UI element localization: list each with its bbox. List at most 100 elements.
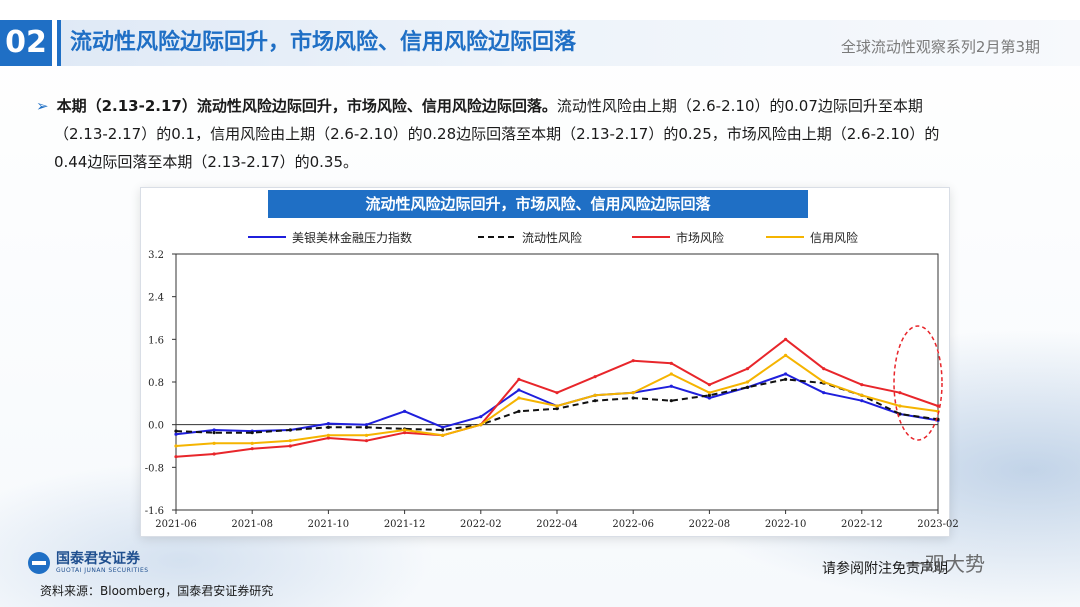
disclaimer: 请参阅附注免责声明 <box>822 561 948 577</box>
data-point <box>593 393 597 397</box>
data-point <box>707 383 712 387</box>
data-point <box>326 422 330 426</box>
x-tick-label: 2022-12 <box>841 519 883 530</box>
data-point <box>593 375 597 379</box>
data-point <box>631 391 635 395</box>
summary-paragraph: ➢ 本期（2.13-2.17）流动性风险边际回升，市场风险、信用风险边际回落。流动… <box>36 92 1036 176</box>
bullet-arrow-icon: ➢ <box>36 97 49 115</box>
data-point <box>898 404 902 408</box>
x-tick-label: 2021-06 <box>155 519 197 530</box>
data-point <box>822 391 826 395</box>
legend-label: 流动性风险 <box>522 230 582 245</box>
title-bar <box>57 20 1080 66</box>
data-point <box>555 391 559 395</box>
page-title: 流动性风险边际回升，市场风险、信用风险边际回落 <box>70 30 577 55</box>
data-point <box>250 447 254 451</box>
summary-rest: 流动性风险由上期（2.6-2.10）的0.07边际回升至本期 <box>556 97 923 115</box>
data-point <box>822 367 826 371</box>
data-point <box>288 444 292 448</box>
data-point <box>860 383 864 387</box>
data-point <box>479 423 483 427</box>
data-point <box>441 428 445 432</box>
data-point <box>212 452 216 456</box>
data-point <box>898 412 902 416</box>
data-point <box>555 404 559 408</box>
y-tick-label: -1.6 <box>145 506 164 517</box>
data-point <box>364 433 369 437</box>
data-point <box>707 393 712 397</box>
logo-name-en: GUOTAI JUNAN SECURITIES <box>56 567 149 574</box>
watermark: 一观大势 <box>905 552 985 576</box>
data-point <box>441 433 445 437</box>
data-point <box>784 353 788 357</box>
logo-name: 国泰君安证券 <box>56 551 140 567</box>
data-point <box>745 385 750 389</box>
company-logo: 国泰君安证券 GUOTAI JUNAN SECURITIES <box>28 552 149 574</box>
data-point <box>631 359 635 363</box>
source-note: 资料来源：Bloomberg，国泰君安证券研究 <box>40 584 274 598</box>
highlight-ellipse <box>893 325 943 441</box>
data-point <box>745 367 750 371</box>
data-point <box>860 399 864 403</box>
data-point <box>174 432 178 436</box>
x-tick-label: 2022-02 <box>460 519 502 530</box>
data-point <box>364 425 369 429</box>
summary-line-2: （2.13-2.17）的0.1，信用风险由上期（2.6-2.10）的0.28边际… <box>54 125 940 143</box>
y-tick-label: -0.8 <box>145 463 164 474</box>
data-point <box>479 415 483 419</box>
data-point <box>212 428 216 432</box>
data-point <box>364 439 369 443</box>
data-point <box>707 396 712 400</box>
data-point <box>669 361 673 365</box>
data-point <box>288 439 292 443</box>
x-tick-label: 2022-10 <box>765 519 807 530</box>
data-point <box>517 396 521 400</box>
legend-label: 信用风险 <box>810 230 858 245</box>
data-point <box>593 399 597 403</box>
data-point <box>250 441 254 445</box>
data-point <box>669 399 673 403</box>
data-point <box>517 388 521 392</box>
series-label: 全球流动性观察系列2月第3期 <box>840 38 1040 56</box>
data-point <box>784 377 788 381</box>
x-tick-label: 2021-12 <box>384 519 426 530</box>
x-tick-label: 2022-06 <box>612 519 654 530</box>
y-tick-label: 0.8 <box>148 378 164 389</box>
data-point <box>326 433 330 437</box>
data-point <box>250 431 254 435</box>
data-point <box>745 380 750 384</box>
section-number: 02 <box>0 20 52 66</box>
data-point <box>707 391 712 395</box>
x-tick-label: 2022-04 <box>536 519 578 530</box>
data-point <box>174 429 178 433</box>
y-tick-label: 3.2 <box>148 250 164 261</box>
x-tick-label: 2021-08 <box>231 519 273 530</box>
logo-icon <box>28 552 50 574</box>
x-tick-label: 2023-02 <box>917 519 959 530</box>
data-point <box>174 455 178 459</box>
y-tick-label: 0.0 <box>148 421 164 432</box>
data-point <box>822 380 826 384</box>
data-point <box>631 396 635 400</box>
data-point <box>174 444 178 448</box>
data-point <box>517 377 521 381</box>
data-point <box>326 436 330 440</box>
data-point <box>555 407 559 411</box>
summary-line-1: ➢ 本期（2.13-2.17）流动性风险边际回升，市场风险、信用风险边际回落。流动… <box>36 92 1036 120</box>
data-point <box>784 337 788 341</box>
chart-title: 流动性风险边际回升，市场风险、信用风险边际回落 <box>268 190 808 218</box>
x-tick-label: 2022-08 <box>689 519 731 530</box>
data-point <box>212 431 216 435</box>
y-tick-label: 2.4 <box>148 293 164 304</box>
data-point <box>669 372 673 376</box>
data-point <box>936 404 940 408</box>
summary-line-3: 0.44边际回落至本期（2.13-2.17）的0.35。 <box>54 153 359 171</box>
data-point <box>517 409 521 413</box>
data-point <box>441 425 445 429</box>
data-point <box>784 372 788 376</box>
x-tick-label: 2021-10 <box>308 519 350 530</box>
data-point <box>403 409 407 413</box>
data-point <box>212 441 216 445</box>
data-point <box>403 428 407 432</box>
